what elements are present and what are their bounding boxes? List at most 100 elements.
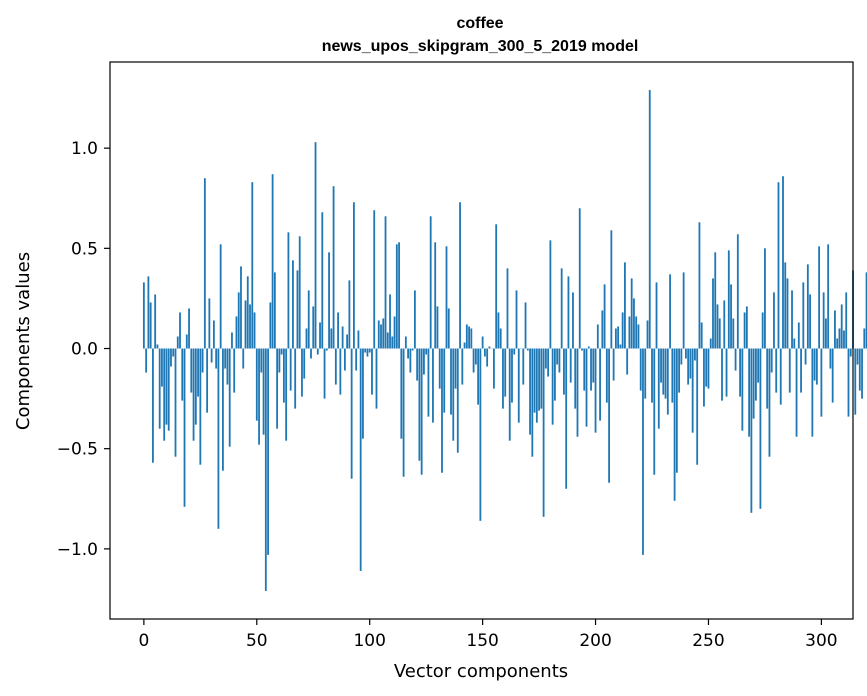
bar-80 bbox=[323, 348, 326, 399]
bar-189 bbox=[569, 348, 572, 383]
bar-168 bbox=[522, 348, 525, 385]
bar-0 bbox=[142, 282, 145, 349]
bar-280 bbox=[775, 348, 778, 393]
bar-67 bbox=[294, 348, 297, 409]
bar-140 bbox=[459, 202, 461, 349]
bar-287 bbox=[791, 290, 793, 349]
bar-79 bbox=[321, 212, 324, 349]
bar-275 bbox=[764, 248, 766, 349]
bar-267 bbox=[745, 306, 748, 349]
bar-143 bbox=[465, 324, 468, 349]
bar-214 bbox=[626, 348, 629, 375]
bar-274 bbox=[761, 312, 764, 349]
bar-193 bbox=[578, 208, 581, 349]
bar-138 bbox=[454, 348, 457, 389]
bar-247 bbox=[700, 322, 703, 349]
bar-71 bbox=[303, 348, 306, 379]
bar-68 bbox=[296, 270, 299, 349]
bar-83 bbox=[330, 328, 333, 349]
bar-120 bbox=[413, 290, 416, 349]
bar-197 bbox=[587, 346, 590, 349]
x-tick-label: 0 bbox=[138, 631, 149, 651]
bar-213 bbox=[624, 262, 626, 349]
bar-303 bbox=[827, 244, 830, 349]
bar-212 bbox=[621, 312, 624, 349]
bar-19 bbox=[185, 334, 188, 349]
bar-203 bbox=[601, 310, 604, 349]
bar-159 bbox=[502, 348, 504, 409]
bar-73 bbox=[307, 290, 310, 349]
bar-243 bbox=[691, 348, 694, 433]
chart-title-line1: coffee bbox=[456, 15, 503, 32]
x-tick-label: 100 bbox=[353, 631, 385, 651]
bar-21 bbox=[190, 348, 193, 393]
bar-245 bbox=[696, 348, 699, 465]
bar-134 bbox=[445, 246, 448, 349]
bar-89 bbox=[343, 348, 346, 371]
bar-205 bbox=[605, 348, 608, 403]
bar-104 bbox=[377, 320, 380, 349]
bar-192 bbox=[576, 348, 579, 437]
bar-195 bbox=[583, 348, 586, 391]
bar-220 bbox=[639, 348, 642, 391]
bar-136 bbox=[450, 348, 452, 415]
chart-title-line2: news_upos_skipgram_300_5_2019 model bbox=[322, 38, 639, 55]
bar-147 bbox=[474, 348, 477, 365]
bar-56 bbox=[269, 302, 272, 349]
bar-201 bbox=[596, 324, 599, 349]
bar-131 bbox=[438, 348, 441, 389]
bar-270 bbox=[752, 348, 755, 419]
bar-174 bbox=[535, 348, 538, 423]
bar-128 bbox=[432, 348, 434, 423]
bar-153 bbox=[488, 346, 491, 349]
bar-182 bbox=[553, 348, 556, 401]
bar-271 bbox=[754, 348, 757, 401]
bar-100 bbox=[368, 348, 371, 353]
bar-273 bbox=[759, 348, 762, 509]
bar-4 bbox=[152, 348, 154, 463]
bar-294 bbox=[806, 264, 809, 349]
bar-188 bbox=[567, 276, 570, 349]
bar-155 bbox=[493, 348, 495, 389]
bar-276 bbox=[766, 348, 769, 409]
bar-179 bbox=[547, 348, 550, 377]
bar-291 bbox=[800, 348, 802, 393]
bar-45 bbox=[244, 300, 247, 349]
bar-13 bbox=[172, 348, 175, 357]
bar-256 bbox=[721, 348, 723, 401]
bar-61 bbox=[280, 348, 283, 355]
bar-293 bbox=[804, 348, 807, 365]
bar-108 bbox=[386, 332, 389, 349]
bar-135 bbox=[447, 308, 450, 349]
bar-82 bbox=[328, 252, 330, 349]
x-axis-label: Vector components bbox=[394, 661, 568, 682]
bar-248 bbox=[703, 348, 705, 407]
y-tick-label: 0.0 bbox=[71, 340, 98, 360]
bar-11 bbox=[167, 348, 170, 431]
bar-43 bbox=[240, 266, 242, 349]
bar-59 bbox=[276, 348, 279, 429]
bar-14 bbox=[174, 348, 177, 457]
bar-116 bbox=[404, 336, 407, 349]
bar-181 bbox=[551, 348, 554, 425]
bar-306 bbox=[834, 310, 836, 349]
bar-259 bbox=[727, 250, 730, 349]
bar-169 bbox=[524, 302, 527, 349]
bar-255 bbox=[718, 318, 721, 349]
y-tick-label: −1.0 bbox=[57, 540, 98, 560]
bar-group bbox=[142, 90, 867, 591]
bar-36 bbox=[224, 348, 227, 369]
bar-261 bbox=[732, 318, 735, 349]
bar-310 bbox=[843, 330, 845, 349]
bar-240 bbox=[684, 348, 687, 359]
bar-237 bbox=[678, 348, 681, 393]
x-tick-label: 300 bbox=[805, 631, 837, 651]
bar-35 bbox=[222, 348, 224, 471]
x-tick-label: 50 bbox=[246, 631, 268, 651]
bar-180 bbox=[549, 240, 552, 349]
bar-311 bbox=[845, 292, 848, 349]
bar-284 bbox=[784, 262, 787, 349]
bar-249 bbox=[705, 348, 708, 387]
bar-127 bbox=[429, 216, 432, 349]
